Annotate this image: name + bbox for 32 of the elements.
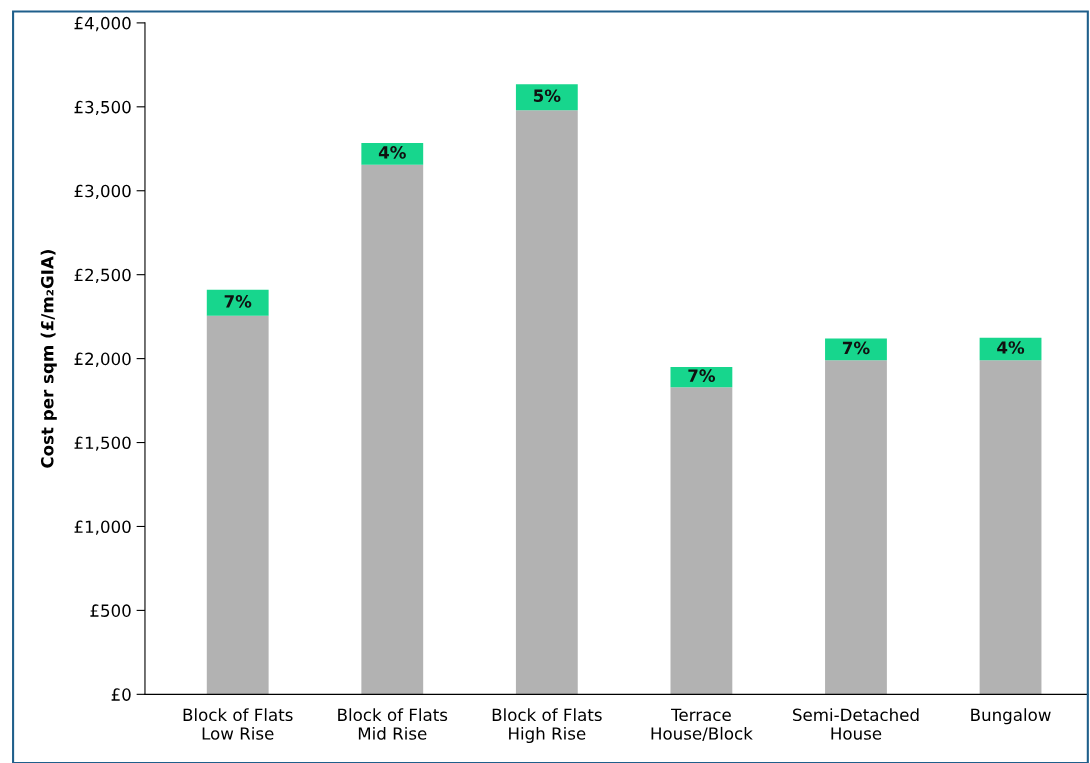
y-tick-label: £0 xyxy=(111,688,131,701)
bar xyxy=(206,289,269,316)
bar xyxy=(825,338,887,361)
annotation: 7% xyxy=(224,295,252,308)
x-tick-label: Semi-Detached House xyxy=(793,708,919,740)
y-tick-label: £3,000 xyxy=(74,184,131,200)
bar xyxy=(515,110,578,695)
bar xyxy=(825,360,887,695)
annotation: 5% xyxy=(533,89,561,102)
bar xyxy=(361,142,424,165)
y-tick-label: £1,500 xyxy=(74,436,131,451)
x-tick-label: Block of Flats Mid Rise xyxy=(338,708,448,740)
y-tick-label: £3,500 xyxy=(74,100,131,116)
bar xyxy=(979,360,1042,695)
bar xyxy=(361,164,424,695)
y-tick-label: £2,500 xyxy=(74,268,131,283)
bar xyxy=(206,315,269,695)
y-tick-label: £500 xyxy=(90,604,131,617)
bar xyxy=(670,387,733,695)
y-tick-label: £2,000 xyxy=(74,352,131,367)
annotation: 4% xyxy=(997,341,1025,354)
x-tick-label: Block of Flats High Rise xyxy=(492,708,602,744)
annotation: 7% xyxy=(842,341,870,355)
x-tick-label: Block of Flats Low Rise xyxy=(183,708,293,740)
y-tick-label: £1,000 xyxy=(74,520,131,535)
annotation: 4% xyxy=(378,146,406,159)
annotation: 7% xyxy=(688,369,716,382)
y-axis-title: Cost per sqm (£/m₂GIA) xyxy=(40,250,57,468)
x-tick-label: Bungalow xyxy=(971,708,1051,725)
y-tick-label: £4,000 xyxy=(74,16,131,32)
bar xyxy=(515,84,578,111)
x-tick-label: Terrace House/Block xyxy=(651,708,753,742)
